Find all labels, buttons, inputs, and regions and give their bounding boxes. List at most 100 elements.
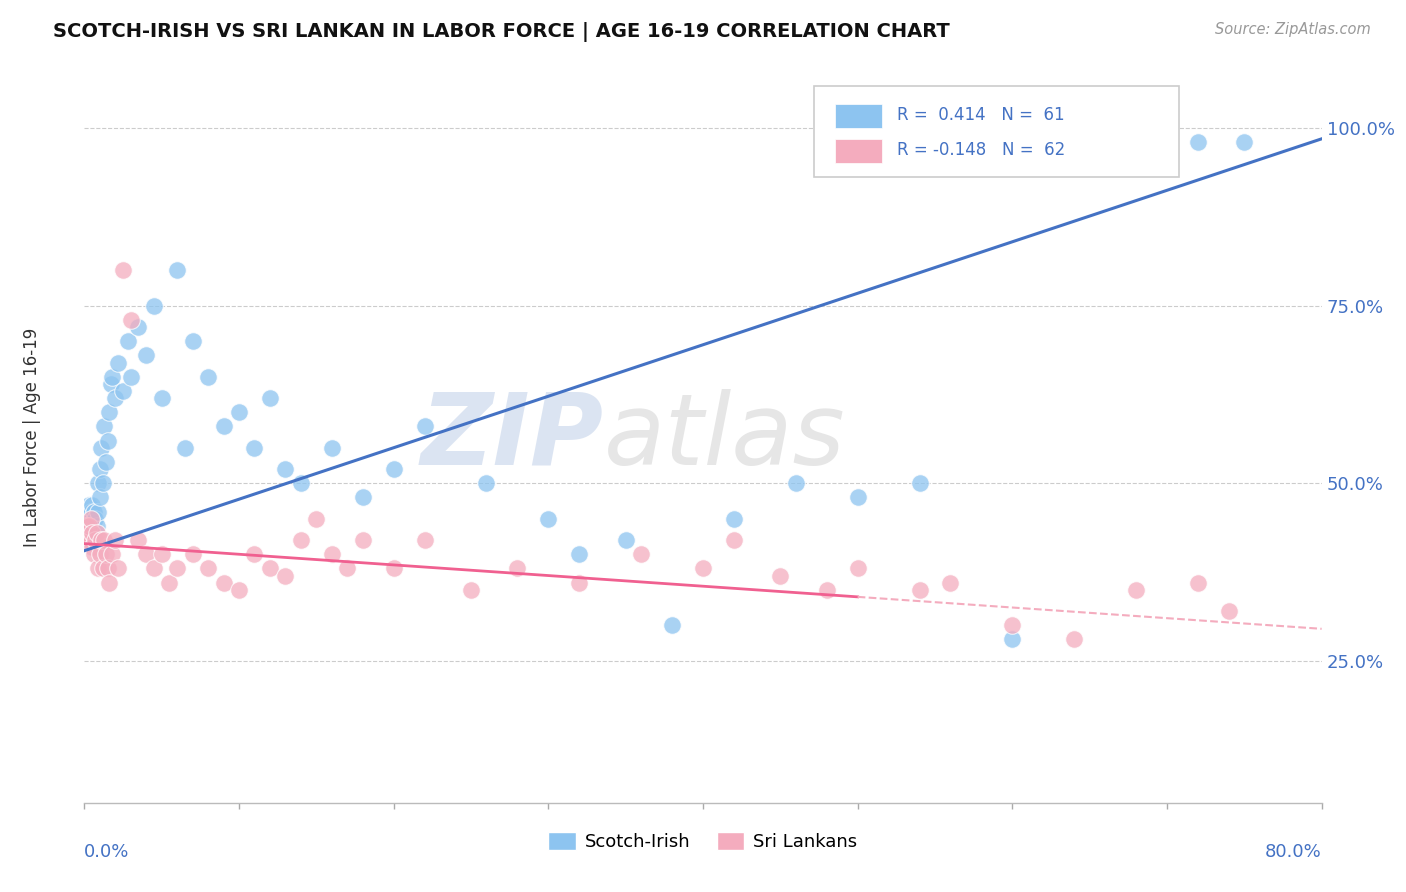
- Point: [135, 547, 157, 561]
- Text: R =  0.414   N =  61: R = 0.414 N = 61: [897, 105, 1064, 123]
- Point: [274, 568, 297, 582]
- Point: [1125, 582, 1147, 597]
- Point: [159, 575, 180, 590]
- Point: [93, 533, 115, 547]
- Point: [661, 618, 683, 632]
- Point: [243, 441, 266, 455]
- Point: [112, 263, 135, 277]
- Point: [83, 547, 105, 561]
- Point: [212, 575, 235, 590]
- FancyBboxPatch shape: [835, 139, 883, 163]
- Point: [846, 491, 869, 505]
- Point: [321, 441, 343, 455]
- Point: [77, 498, 100, 512]
- Text: atlas: atlas: [605, 389, 845, 485]
- Point: [79, 512, 101, 526]
- Point: [77, 519, 100, 533]
- Point: [101, 369, 124, 384]
- Text: ZIP: ZIP: [420, 389, 605, 485]
- Legend: Scotch-Irish, Sri Lankans: Scotch-Irish, Sri Lankans: [541, 824, 865, 858]
- Point: [475, 476, 498, 491]
- Point: [568, 575, 591, 590]
- Point: [197, 369, 219, 384]
- Point: [143, 299, 166, 313]
- Point: [96, 434, 118, 448]
- Text: SCOTCH-IRISH VS SRI LANKAN IN LABOR FORCE | AGE 16-19 CORRELATION CHART: SCOTCH-IRISH VS SRI LANKAN IN LABOR FORC…: [53, 22, 950, 42]
- FancyBboxPatch shape: [814, 86, 1180, 178]
- Point: [460, 582, 482, 597]
- Point: [127, 533, 149, 547]
- Point: [79, 505, 101, 519]
- Point: [86, 519, 108, 533]
- Point: [93, 419, 115, 434]
- Point: [382, 462, 405, 476]
- Point: [77, 512, 100, 526]
- Point: [382, 561, 405, 575]
- Point: [104, 391, 127, 405]
- Point: [537, 512, 560, 526]
- FancyBboxPatch shape: [835, 104, 883, 128]
- Point: [1063, 632, 1085, 647]
- Point: [77, 533, 100, 547]
- Point: [166, 561, 188, 575]
- Point: [352, 533, 374, 547]
- Point: [939, 575, 962, 590]
- Point: [815, 582, 838, 597]
- Point: [1187, 136, 1209, 150]
- Point: [75, 519, 97, 533]
- Point: [174, 441, 197, 455]
- Point: [908, 582, 931, 597]
- Point: [614, 533, 637, 547]
- Point: [75, 533, 97, 547]
- Point: [692, 561, 714, 575]
- Point: [259, 561, 281, 575]
- Point: [181, 547, 204, 561]
- Point: [96, 561, 118, 575]
- Point: [82, 525, 104, 540]
- Text: Source: ZipAtlas.com: Source: ZipAtlas.com: [1215, 22, 1371, 37]
- Point: [336, 561, 359, 575]
- Point: [107, 355, 129, 369]
- Point: [723, 533, 745, 547]
- Point: [87, 505, 110, 519]
- Point: [1001, 618, 1024, 632]
- Point: [82, 540, 104, 554]
- Point: [76, 519, 98, 533]
- Point: [87, 561, 110, 575]
- Point: [846, 561, 869, 575]
- Point: [89, 547, 111, 561]
- Point: [127, 320, 149, 334]
- Point: [84, 533, 107, 547]
- Point: [120, 313, 142, 327]
- Point: [1233, 136, 1256, 150]
- Text: 0.0%: 0.0%: [84, 843, 129, 861]
- Point: [75, 505, 97, 519]
- Point: [83, 505, 105, 519]
- Point: [228, 405, 250, 419]
- Point: [150, 391, 173, 405]
- Point: [104, 533, 127, 547]
- Point: [76, 519, 98, 533]
- Point: [259, 391, 281, 405]
- Text: 80.0%: 80.0%: [1265, 843, 1322, 861]
- Point: [413, 533, 436, 547]
- Point: [98, 575, 121, 590]
- Point: [785, 476, 807, 491]
- Point: [94, 547, 117, 561]
- Point: [90, 533, 112, 547]
- Point: [568, 547, 591, 561]
- Point: [181, 334, 204, 349]
- Point: [94, 455, 117, 469]
- Point: [84, 512, 107, 526]
- Point: [1218, 604, 1240, 618]
- Point: [143, 561, 166, 575]
- Point: [91, 476, 114, 491]
- Point: [101, 547, 124, 561]
- Point: [76, 505, 98, 519]
- Point: [908, 476, 931, 491]
- Point: [87, 476, 110, 491]
- Point: [117, 334, 139, 349]
- Point: [1001, 632, 1024, 647]
- Point: [90, 441, 112, 455]
- Point: [150, 547, 173, 561]
